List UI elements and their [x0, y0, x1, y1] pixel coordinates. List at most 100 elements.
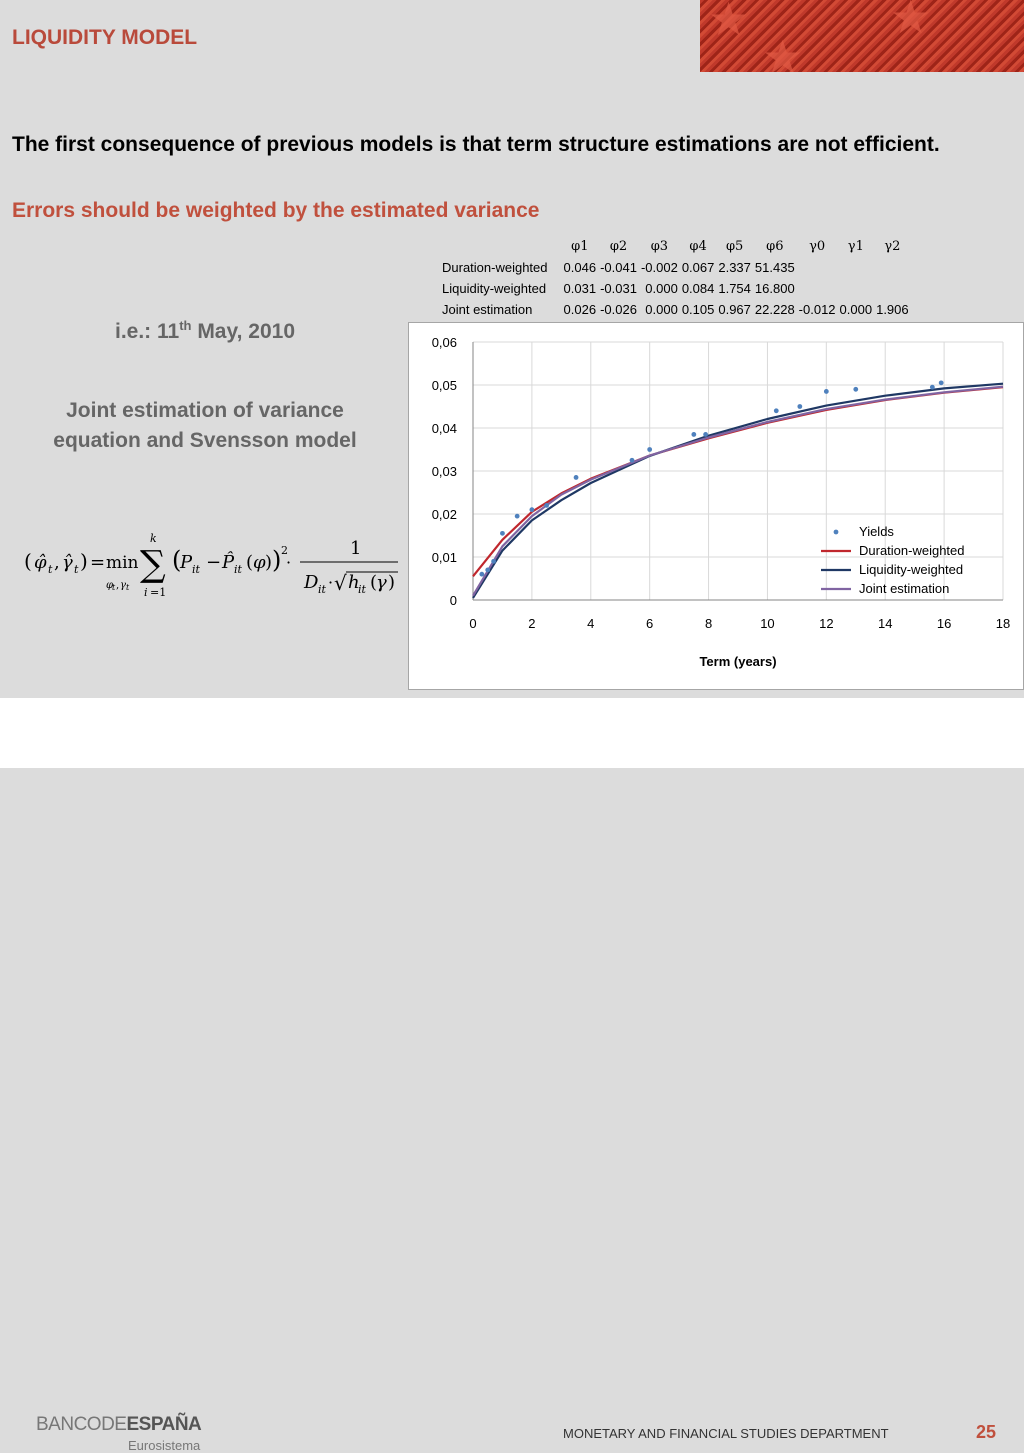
data-point — [773, 408, 779, 414]
x-axis-label: Term (years) — [699, 654, 776, 669]
svg-text:φ: φ — [106, 580, 113, 591]
table-cell: 1.906 — [876, 302, 909, 317]
table-cell: 0.000 — [645, 302, 678, 317]
data-point — [479, 571, 485, 577]
table-column-header: φ5 — [725, 239, 744, 254]
svg-text:t: t — [112, 583, 116, 592]
x-tick-label: 12 — [819, 616, 833, 631]
x-tick-label: 10 — [760, 616, 774, 631]
svg-text:·: · — [286, 553, 291, 572]
footer: BANCODEESPAÑA Eurosistema MONETARY AND F… — [0, 698, 1024, 1453]
table-cell: -0.002 — [640, 260, 678, 275]
chart-container: 0 0,01 0,02 0,03 0,04 0,05 0,06 0 2 4 6 8 10 12 14 16 18… — [408, 322, 1024, 690]
data-point — [938, 380, 944, 386]
svg-text:·: · — [328, 573, 333, 592]
table-row: Joint estimation 0.026 -0.026 0.000 0.105 0.9… — [440, 299, 911, 320]
table-column-header: φ2 — [609, 239, 628, 254]
table-cell: -0.012 — [798, 302, 836, 317]
svg-text:t: t — [48, 563, 53, 576]
legend-label: Liquidity-weighted — [859, 562, 963, 577]
legend-label: Duration-weighted — [859, 543, 965, 558]
table-cell: -0.041 — [600, 260, 637, 275]
svg-text:it: it — [318, 583, 327, 596]
svg-text:it: it — [234, 563, 243, 576]
svg-text:(: ( — [246, 552, 253, 573]
table-cell — [797, 257, 838, 278]
yield-curve-chart: 0 0,01 0,02 0,03 0,04 0,05 0,06 0 2 4 6 8 10 12 14 16 18… — [432, 335, 1011, 669]
data-point — [573, 475, 579, 480]
table-column-header: φ1 — [571, 239, 589, 254]
data-point — [929, 384, 935, 390]
subhead-text: Errors should be weighted by the estimat… — [12, 199, 540, 222]
table-row: Liquidity-weighted 0.031 -0.031 0.000 0.084 1… — [440, 278, 911, 299]
x-tick-label: 0 — [469, 616, 476, 631]
table-cell: -0.026 — [600, 302, 637, 317]
department-label: MONETARY AND FINANCIAL STUDIES DEPARTMEN… — [563, 1426, 889, 1441]
x-tick-label: 18 — [996, 616, 1010, 631]
y-tick-label: 0,02 — [432, 507, 457, 522]
star-icon: ★ — [762, 31, 804, 72]
table-cell: 1.754 — [718, 281, 751, 296]
svg-text:γ̂: γ̂ — [62, 552, 73, 573]
svg-text:=: = — [90, 552, 105, 573]
table-cell: 16.800 — [754, 281, 795, 296]
svg-text:t: t — [126, 583, 130, 592]
star-icon: ★ — [890, 0, 932, 43]
svg-text:D: D — [303, 572, 319, 593]
svg-text:it: it — [358, 583, 367, 596]
svg-text:it: it — [192, 563, 201, 576]
legend-marker — [833, 529, 839, 535]
table-row-label: Liquidity-weighted — [442, 281, 547, 296]
svg-text:γ: γ — [120, 580, 126, 591]
table-cell — [838, 278, 875, 299]
svg-text:2: 2 — [281, 544, 288, 557]
svg-text:,: , — [116, 580, 119, 591]
svg-text:√: √ — [334, 571, 347, 595]
data-point — [500, 530, 505, 536]
x-tick-label: 2 — [528, 616, 535, 631]
table-cell — [797, 278, 838, 299]
table-cell: 0.000 — [839, 302, 873, 317]
svg-text:): ) — [265, 552, 272, 573]
series-line — [472, 385, 1004, 597]
table-column-header: φ6 — [766, 239, 784, 254]
data-point — [629, 457, 635, 463]
data-point — [544, 503, 550, 508]
table-cell: 51.435 — [754, 260, 795, 275]
table-cell: 22.228 — [754, 302, 795, 317]
date-label: i.e.: 11th May, 2010 — [114, 318, 295, 343]
slide: LIQUIDITY MODEL ★ ★ ★ The first conseque… — [0, 0, 1024, 698]
x-tick-label: 6 — [646, 616, 653, 631]
svg-text:min: min — [106, 553, 139, 573]
table-column-header: φ4 — [689, 239, 707, 254]
data-point — [647, 447, 653, 452]
x-tick-label: 14 — [878, 616, 892, 631]
table-cell: 2.337 — [718, 260, 751, 275]
svg-text:φ: φ — [253, 552, 266, 573]
headline-text: The first consequence of previous models… — [12, 133, 940, 156]
table-column-header: γ0 — [809, 239, 826, 254]
data-point — [703, 432, 709, 437]
data-point — [823, 389, 829, 394]
svg-text:P̂: P̂ — [221, 551, 235, 573]
table-cell: 0.084 — [681, 281, 715, 296]
table-cell: 0.026 — [563, 302, 597, 317]
data-point — [514, 513, 520, 519]
table-row-label: Joint estimation — [442, 302, 533, 317]
data-point — [853, 386, 859, 392]
estimation-note: Joint estimation of variance equation an… — [53, 399, 357, 452]
y-tick-label: 0,04 — [432, 421, 457, 436]
table-cell: 0.967 — [718, 302, 751, 317]
svg-text:): ) — [80, 549, 88, 573]
svg-text:(: ( — [24, 549, 32, 573]
data-point — [485, 567, 491, 573]
svg-text:γ: γ — [376, 572, 387, 593]
table-column-header: φ3 — [650, 239, 669, 254]
svg-text:): ) — [388, 572, 395, 593]
y-tick-label: 0,06 — [432, 335, 457, 350]
x-tick-label: 8 — [705, 616, 712, 631]
table-cell: 0.067 — [681, 260, 715, 275]
table-row: Duration-weighted 0.046 -0.041 -0.002 0.067 2… — [440, 257, 911, 278]
svg-text:=1: =1 — [150, 586, 166, 599]
svg-text:P: P — [179, 552, 193, 573]
